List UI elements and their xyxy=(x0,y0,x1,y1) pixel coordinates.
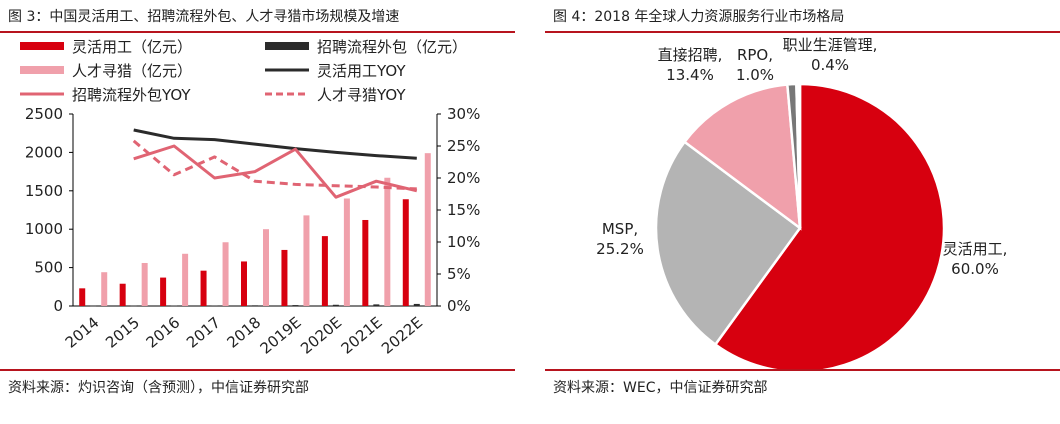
bar-rpo xyxy=(373,304,380,306)
x-tick-label: 2019E xyxy=(257,313,305,357)
y2-tick-label: 0% xyxy=(447,297,471,315)
bar-line-chart: 灵活用工（亿元） 招聘流程外包（亿元） 人才寻猎（亿元） 灵活用工YOY 招聘流程外包Y… xyxy=(20,38,480,358)
pie-label-value-pie_rpo: 1.0% xyxy=(736,66,774,84)
bar-flex xyxy=(281,249,288,306)
right-source-note: 资料来源：WEC，中信证券研究部 xyxy=(553,380,768,396)
line-flex_yoy xyxy=(133,128,417,160)
y2-tick-label: 25% xyxy=(447,137,480,155)
pie-label-name-pie_direct: 直接招聘, xyxy=(658,46,723,64)
x-tick-label: 2016 xyxy=(143,313,184,351)
left-top-rule xyxy=(0,31,515,33)
pie-label-value-pie_flex: 60.0% xyxy=(951,260,999,278)
x-tick-label: 2022E xyxy=(378,313,426,357)
bar-rpo xyxy=(130,305,137,307)
bar-flex xyxy=(79,288,86,306)
bar-flex xyxy=(160,277,167,306)
legend-label-hunt: 人才寻猎（亿元） xyxy=(72,62,192,80)
y-tick-label: 2000 xyxy=(25,143,63,161)
x-tick-label: 2015 xyxy=(102,313,143,351)
y2-tick-label: 10% xyxy=(447,233,480,251)
pie-label-name-pie_flex: 灵活用工, xyxy=(943,240,1008,258)
bar-rpo xyxy=(90,305,97,307)
bar-hunt xyxy=(384,177,391,306)
pie-label-name-pie_career: 职业生涯管理, xyxy=(783,36,878,54)
bar-rpo xyxy=(211,305,218,306)
x-tick-label: 2017 xyxy=(183,313,224,351)
right-figure-title: 图 4：2018 年全球人力资源服务行业市场格局 xyxy=(553,9,845,25)
right-top-rule xyxy=(545,31,1060,33)
y-tick-label: 2500 xyxy=(25,105,63,123)
pie-label-name-pie_msp: MSP, xyxy=(602,220,638,238)
legend-label-flex: 灵活用工（亿元） xyxy=(72,38,192,56)
legend-label-hunt_yoy: 人才寻猎YOY xyxy=(317,86,406,104)
bar-hunt xyxy=(424,153,431,306)
pie-label-value-pie_career: 0.4% xyxy=(811,56,849,74)
y-tick-label: 1000 xyxy=(25,220,63,238)
left-figure-title: 图 3：中国灵活用工、招聘流程外包、人才寻猎市场规模及增速 xyxy=(8,9,400,25)
bar-hunt xyxy=(343,198,350,306)
bar-flex xyxy=(200,270,207,306)
bar-hunt xyxy=(182,253,189,306)
bar-hunt xyxy=(222,242,229,306)
bar-rpo xyxy=(171,305,178,307)
y-tick-label: 0 xyxy=(53,297,63,315)
legend-label-rpo_yoy: 招聘流程外包YOY xyxy=(72,86,191,104)
legend-label-rpo: 招聘流程外包（亿元） xyxy=(317,38,467,56)
x-tick-label: 2021E xyxy=(338,313,386,357)
pie-label-name-pie_rpo: RPO, xyxy=(737,46,773,64)
pie-slice-pie_career xyxy=(795,82,802,229)
bar-rpo xyxy=(252,305,258,306)
pie-label-value-pie_msp: 25.2% xyxy=(596,240,644,258)
bar-flex xyxy=(241,261,247,306)
right-chart-panel: 图 4：2018 年全球人力资源服务行业市场格局 灵活用工, 60.0% MSP, 2… xyxy=(545,0,1060,424)
x-tick-label: 2020E xyxy=(297,313,345,357)
legend-swatch-rpo xyxy=(265,42,309,50)
line-rpo_yoy xyxy=(133,144,418,199)
bar-rpo xyxy=(292,305,299,306)
pie-slice-pie_msp xyxy=(654,140,802,347)
y2-tick-label: 15% xyxy=(447,201,480,219)
bar-rpo xyxy=(332,304,339,306)
pie-label-value-pie_direct: 13.4% xyxy=(666,66,714,84)
y2-tick-label: 20% xyxy=(447,169,480,187)
bar-hunt xyxy=(141,262,148,306)
y-tick-label: 1500 xyxy=(25,182,63,200)
y2-tick-label: 30% xyxy=(447,105,480,123)
right-bottom-rule xyxy=(545,369,1060,371)
legend-swatch-hunt xyxy=(20,66,64,74)
left-chart-panel: 图 3：中国灵活用工、招聘流程外包、人才寻猎市场规模及增速 灵活用工（亿元） 招聘… xyxy=(0,0,515,424)
bar-hunt xyxy=(263,229,269,306)
pie-slice-pie_flex xyxy=(713,82,946,372)
bar-flex xyxy=(321,236,328,306)
bar-rpo xyxy=(413,303,420,306)
bar-flex xyxy=(362,219,369,306)
pie-slice-pie_direct xyxy=(682,83,802,231)
legend-swatch-flex xyxy=(20,42,64,50)
pie-chart: 灵活用工, 60.0% MSP, 25.2% 直接招聘, 13.4% RPO, 1.0% 职业生… xyxy=(596,36,1008,372)
legend-label-flex_yoy: 灵活用工YOY xyxy=(317,62,406,80)
y2-tick-label: 5% xyxy=(447,265,471,283)
y-tick-label: 500 xyxy=(34,259,63,277)
bar-flex xyxy=(402,199,409,306)
bar-hunt xyxy=(101,272,108,306)
left-source-note: 资料来源：灼识咨询（含预测），中信证券研究部 xyxy=(8,380,309,396)
left-bottom-rule xyxy=(0,369,515,371)
bar-flex xyxy=(119,283,126,306)
bar-hunt xyxy=(303,215,310,306)
x-tick-label: 2014 xyxy=(62,313,103,351)
